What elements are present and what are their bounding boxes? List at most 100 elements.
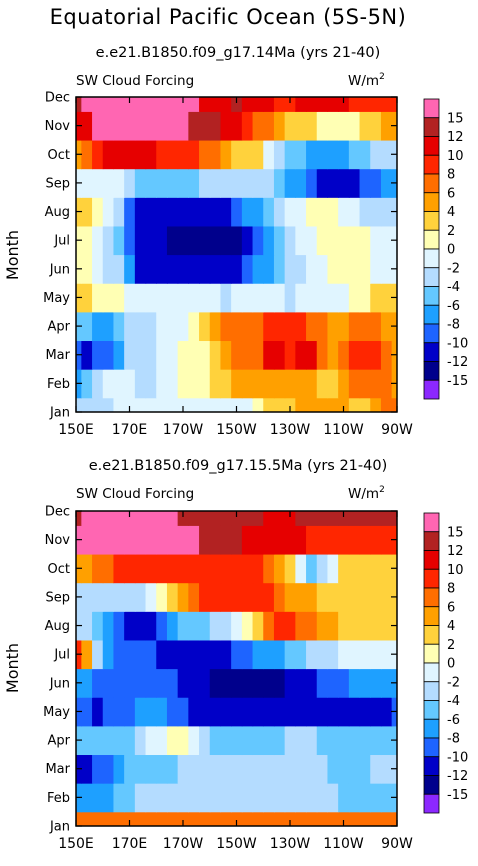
colorbar-box (423, 267, 440, 287)
heatmap-cell (102, 639, 115, 670)
panel-bottom-ylabel: Month (3, 643, 22, 693)
heatmap-cell (166, 111, 179, 141)
heatmap-cell (338, 725, 350, 756)
heatmap-cell (166, 811, 179, 826)
heatmap-cell (81, 311, 93, 342)
heatmap-cell (370, 139, 382, 170)
heatmap-cell (81, 511, 93, 526)
heatmap-cell (177, 639, 189, 670)
heatmap-cell (134, 525, 147, 555)
y-tick-label: Apr (48, 320, 71, 335)
heatmap-cell (359, 369, 371, 399)
heatmap-cell (81, 525, 93, 555)
heatmap-cell (295, 97, 307, 112)
heatmap-cell (316, 511, 329, 526)
heatmap-cell (199, 397, 211, 412)
heatmap-cell (199, 340, 211, 370)
heatmap-cell (92, 639, 104, 670)
heatmap-cell (263, 111, 275, 141)
heatmap-cell (199, 254, 211, 284)
heatmap-cell (220, 783, 232, 813)
heatmap-cell (124, 725, 136, 756)
heatmap-cell (295, 668, 307, 698)
heatmap-cell (306, 525, 318, 555)
heatmap-cell (92, 97, 104, 112)
heatmap-cell (327, 783, 339, 813)
heatmap-cell (166, 725, 179, 756)
heatmap-cell (231, 611, 243, 641)
heatmap-cell (241, 582, 254, 612)
heatmap-cell (348, 697, 361, 727)
heatmap-cell (81, 139, 93, 170)
heatmap-cell (188, 397, 200, 412)
x-tick-label: 130W (270, 836, 311, 852)
x-tick-label: 170W (163, 836, 204, 852)
heatmap-cell (188, 225, 200, 256)
heatmap-cell (359, 340, 371, 370)
heatmap-cell (209, 254, 222, 284)
heatmap-cell (209, 340, 222, 370)
heatmap-cell (263, 725, 275, 756)
heatmap-cell (124, 611, 136, 641)
heatmap-cell (273, 311, 286, 342)
heatmap-cell (188, 639, 200, 670)
heatmap-cell (316, 369, 329, 399)
heatmap-cell (166, 397, 179, 412)
heatmap-cell (81, 725, 93, 756)
heatmap-cell (231, 582, 243, 612)
heatmap-cell (241, 111, 254, 141)
heatmap-cell (273, 97, 286, 112)
heatmap-cell (370, 754, 382, 784)
panel-bottom-colorbar: 15 12 10 8 6 4 2 0 -2 -4 -6 -8 -10 -12 -15 (423, 512, 468, 814)
heatmap-cell (145, 511, 157, 526)
colorbar-label: -12 (447, 769, 468, 784)
y-tick-label: Dec (45, 91, 70, 106)
heatmap-cell (348, 197, 361, 227)
heatmap-cell (316, 97, 329, 112)
heatmap-cell (199, 611, 211, 641)
heatmap-cell (316, 611, 329, 641)
heatmap-cell (156, 340, 168, 370)
heatmap-cell (263, 397, 275, 412)
colorbar-label: 0 (447, 243, 455, 258)
heatmap-cell (145, 639, 157, 670)
heatmap-cell (263, 697, 275, 727)
heatmap-cell (102, 553, 115, 584)
heatmap-cell (273, 111, 286, 141)
heatmap-cell (252, 697, 264, 727)
heatmap-cell (327, 697, 339, 727)
heatmap-cell (306, 254, 318, 284)
colorbar-box (423, 117, 440, 137)
heatmap-cell (263, 754, 275, 784)
heatmap-cell (306, 611, 318, 641)
heatmap-cell (231, 397, 243, 412)
heatmap-cell (113, 340, 125, 370)
heatmap-cell (348, 397, 361, 412)
colorbar-label: -2 (447, 675, 460, 690)
heatmap-cell (252, 639, 264, 670)
heatmap-cell (359, 311, 371, 342)
colorbar-label: -4 (447, 280, 460, 295)
heatmap-cell (231, 139, 243, 170)
heatmap-cell (220, 111, 232, 141)
heatmap-cell (348, 668, 361, 698)
colorbar-box (423, 173, 440, 194)
colorbar-label: 2 (447, 224, 455, 239)
heatmap-cell (327, 511, 339, 526)
heatmap-cell (359, 111, 371, 141)
heatmap-cell (316, 811, 329, 826)
heatmap-cell (295, 525, 307, 555)
heatmap-cell (252, 611, 264, 641)
heatmap-cell (209, 697, 222, 727)
heatmap-cell (92, 697, 104, 727)
heatmap-cell (92, 397, 104, 412)
heatmap-cell (316, 754, 329, 784)
heatmap-cell (380, 553, 393, 584)
heatmap-cell (327, 111, 339, 141)
panel-bottom-left-label: SW Cloud Forcing (76, 486, 194, 502)
heatmap-cell (348, 754, 361, 784)
heatmap-cell (113, 254, 125, 284)
heatmap-cell (338, 254, 350, 284)
heatmap-cell (380, 582, 393, 612)
heatmap-cell (295, 754, 307, 784)
